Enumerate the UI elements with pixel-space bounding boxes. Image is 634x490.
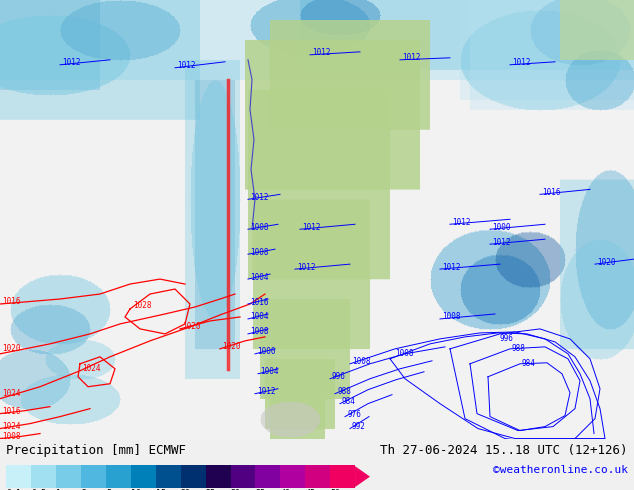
Bar xyxy=(156,466,181,488)
Bar xyxy=(181,466,205,488)
Text: 1012: 1012 xyxy=(442,263,460,271)
Text: 1016: 1016 xyxy=(542,188,560,197)
Text: Precipitation [mm] ECMWF: Precipitation [mm] ECMWF xyxy=(6,444,186,457)
Bar xyxy=(81,466,106,488)
Bar xyxy=(205,466,231,488)
Text: 1004: 1004 xyxy=(260,368,278,376)
Text: 1012: 1012 xyxy=(402,53,420,62)
Text: 1028: 1028 xyxy=(133,301,152,311)
Text: 1020: 1020 xyxy=(597,258,616,267)
Bar xyxy=(31,466,56,488)
Text: 984: 984 xyxy=(342,397,356,406)
Text: 984: 984 xyxy=(522,359,536,368)
Text: 1024: 1024 xyxy=(2,389,20,398)
Text: 1016: 1016 xyxy=(2,407,20,416)
Text: 988: 988 xyxy=(512,344,526,353)
Text: 1016: 1016 xyxy=(2,296,20,305)
Text: 1000: 1000 xyxy=(492,223,510,232)
Bar xyxy=(131,466,156,488)
Text: 1004: 1004 xyxy=(250,272,269,282)
Text: 1020: 1020 xyxy=(182,322,200,331)
Text: 1012: 1012 xyxy=(297,263,316,271)
Text: 1000: 1000 xyxy=(257,347,276,356)
Text: 1008: 1008 xyxy=(250,247,269,257)
Text: 1008: 1008 xyxy=(2,432,20,441)
Text: ©weatheronline.co.uk: ©weatheronline.co.uk xyxy=(493,466,628,475)
Bar xyxy=(280,466,305,488)
Text: 1012: 1012 xyxy=(512,58,531,67)
Text: 1012: 1012 xyxy=(250,193,269,202)
Text: 1016: 1016 xyxy=(250,297,269,307)
Text: 988: 988 xyxy=(337,387,351,396)
Text: 1008: 1008 xyxy=(395,349,413,358)
Bar xyxy=(305,466,330,488)
Text: Th 27-06-2024 15..18 UTC (12+126): Th 27-06-2024 15..18 UTC (12+126) xyxy=(380,444,628,457)
Bar xyxy=(6,466,31,488)
Text: 1004: 1004 xyxy=(250,313,269,321)
Bar xyxy=(256,466,280,488)
Bar xyxy=(106,466,131,488)
Text: 1012: 1012 xyxy=(62,58,81,67)
Text: 1008: 1008 xyxy=(352,357,370,367)
Text: 976: 976 xyxy=(347,410,361,419)
Text: 1008: 1008 xyxy=(250,327,269,337)
Bar xyxy=(56,466,81,488)
Text: 1012: 1012 xyxy=(492,238,510,246)
Text: 1008: 1008 xyxy=(442,313,460,321)
Text: 996: 996 xyxy=(500,334,514,343)
Text: 996: 996 xyxy=(332,372,346,381)
Text: 1012: 1012 xyxy=(452,218,470,227)
Text: 1020: 1020 xyxy=(2,344,20,353)
Text: 1012: 1012 xyxy=(257,387,276,396)
Text: 1012: 1012 xyxy=(312,49,330,57)
Bar xyxy=(330,466,355,488)
Text: 1024: 1024 xyxy=(2,422,20,431)
Text: 1024: 1024 xyxy=(82,364,101,373)
Text: 1012: 1012 xyxy=(177,61,195,70)
Text: 992: 992 xyxy=(352,422,366,431)
FancyArrow shape xyxy=(354,466,370,488)
Text: 1012: 1012 xyxy=(302,223,321,232)
Text: 1008: 1008 xyxy=(250,223,269,232)
Bar xyxy=(231,466,256,488)
Text: 1020: 1020 xyxy=(222,343,240,351)
